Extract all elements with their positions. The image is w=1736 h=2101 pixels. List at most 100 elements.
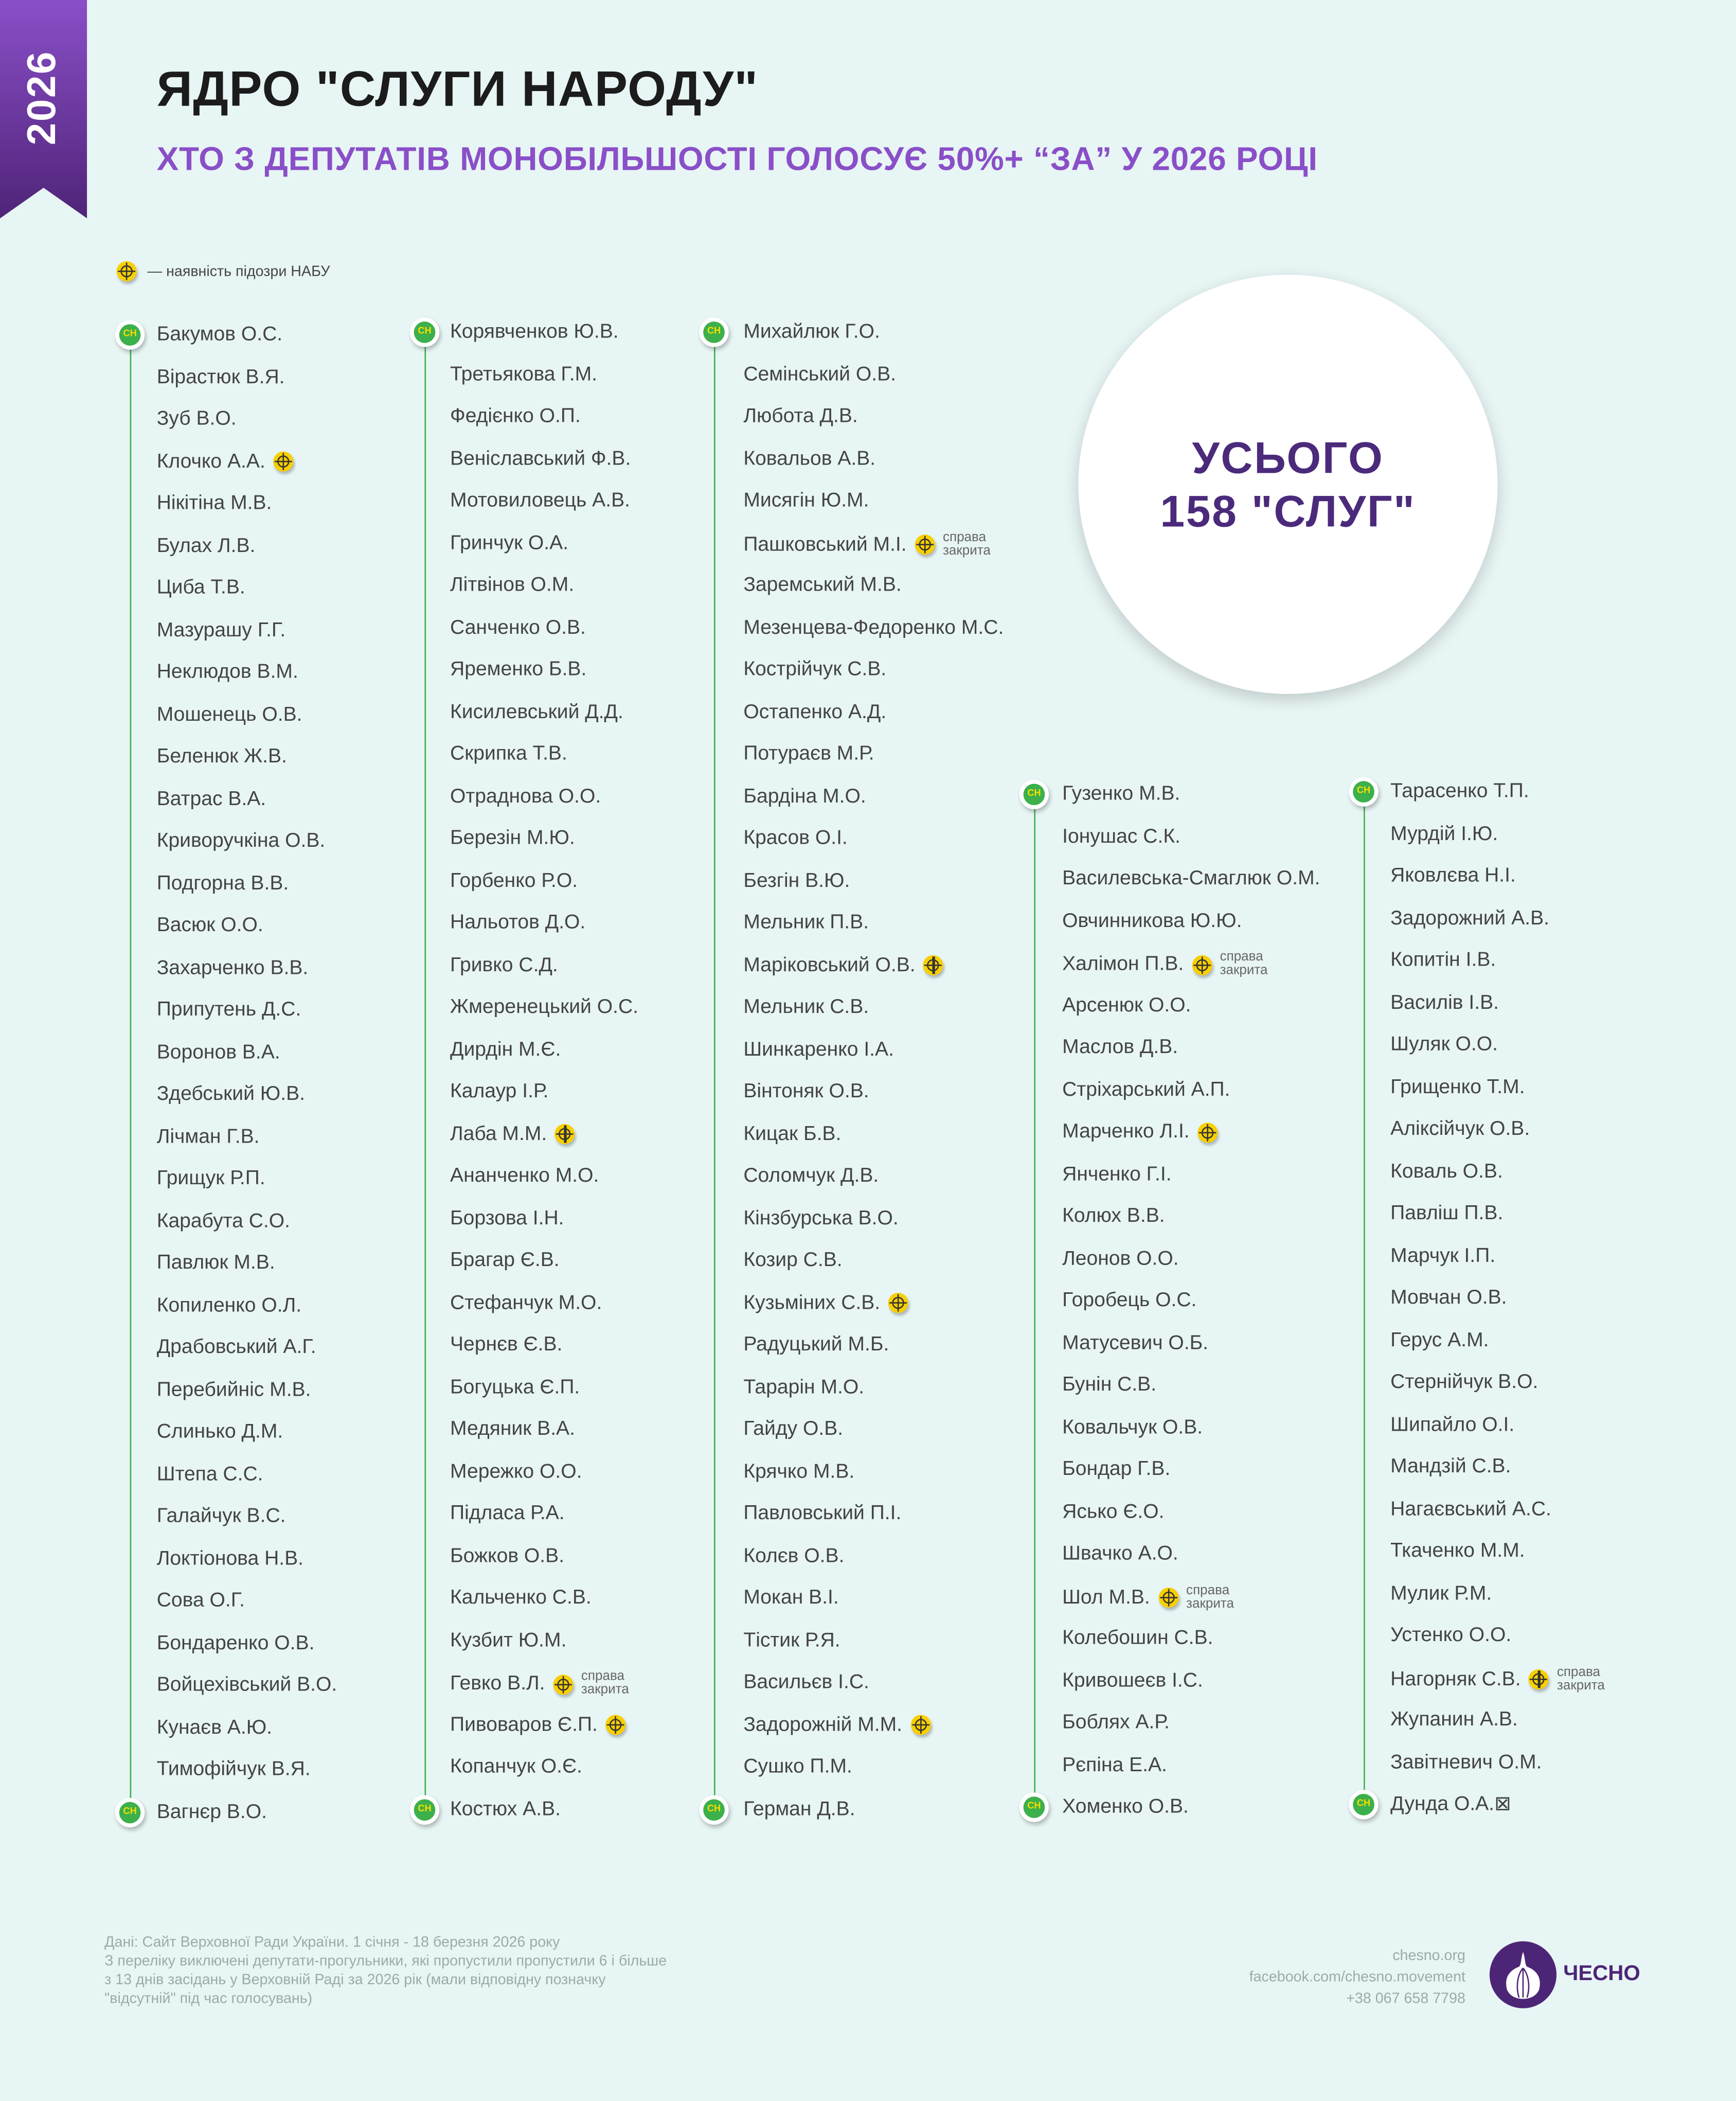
list-item: Кінзбурська В.О. (743, 1206, 898, 1231)
deputy-name: Устенко О.О. (1390, 1624, 1512, 1647)
case-closed-note: справа закрита (581, 1670, 629, 1697)
deputy-name: Кальченко С.В. (450, 1586, 592, 1609)
marker-label: СН (119, 1801, 141, 1823)
deputy-name: Аліксійчук О.В. (1390, 1117, 1530, 1141)
deputy-name: Павліш П.В. (1390, 1201, 1504, 1225)
website-link[interactable]: chesno.org (1392, 1948, 1465, 1964)
nabu-target-icon (1191, 954, 1212, 975)
deputy-name: Божков О.В. (450, 1544, 565, 1567)
deputy-name: Шипайло О.І. (1390, 1413, 1515, 1436)
list-item: Здебський Ю.В. (157, 1082, 305, 1107)
nabu-target-icon (605, 1715, 626, 1735)
deputy-name: Ватрас В.А. (156, 787, 266, 810)
list-item: Кунаєв А.Ю. (157, 1716, 272, 1740)
sn-marker-icon: СН (409, 317, 440, 347)
list-item: Неклюдов В.М. (157, 661, 298, 685)
deputy-name: Арсенюк О.О. (1062, 993, 1191, 1017)
deputy-name: Халімон П.В. (1062, 952, 1184, 975)
deputy-name: Потураєв М.Р. (743, 742, 874, 765)
nabu-target-icon (910, 1715, 930, 1735)
deputy-name: Веніславський Ф.В. (450, 447, 631, 470)
list-item: Божков О.В. (450, 1544, 564, 1568)
list-item: Аліксійчук О.В. (1390, 1117, 1530, 1142)
deputy-name: Драбовський А.Г. (156, 1336, 316, 1359)
deputy-name: Кінзбурська В.О. (743, 1206, 899, 1230)
list-item: Шуляк О.О. (1390, 1033, 1498, 1057)
deputy-name: Мандзій С.В. (1390, 1455, 1511, 1478)
list-item: Іонушас С.К. (1062, 825, 1180, 849)
deputy-name: Чернєв Є.В. (450, 1333, 563, 1356)
deputy-name: Третьякова Г.М. (450, 362, 598, 385)
list-item: Войцехівський В.О. (157, 1673, 337, 1698)
list-item: Підласа Р.А. (450, 1502, 565, 1526)
list-item: Мошенець О.В. (157, 703, 302, 727)
phone-number: +38 067 658 7798 (1346, 1990, 1465, 2007)
deputy-name: Василів І.В. (1390, 990, 1499, 1014)
list-item: Горобець О.С. (1062, 1289, 1196, 1313)
deputy-name: Зуб В.О. (156, 407, 237, 430)
list-item: Мотовиловець А.В. (450, 489, 630, 513)
deputy-name: Булах Л.В. (156, 533, 256, 557)
list-item: Подгорна В.В. (157, 871, 289, 896)
deputy-name: Колєв О.В. (743, 1544, 845, 1567)
marker-label: СН (1023, 1796, 1045, 1818)
deputy-name: Нальотов Д.О. (450, 911, 586, 934)
total-badge: УСЬОГО 158 "СЛУГ" (1078, 274, 1498, 694)
list-item: Бакумов О.С. (157, 323, 282, 347)
facebook-link[interactable]: facebook.com/chesno.movement (1249, 1969, 1465, 1986)
list-item: Кицак Б.В. (743, 1122, 841, 1146)
list-item: Василевська-Смаглюк О.М. (1062, 867, 1320, 891)
deputy-name: Войцехівський В.О. (156, 1673, 337, 1696)
marker-label: СН (119, 324, 141, 346)
list-item: Костюх А.В. (450, 1797, 561, 1822)
deputy-name: Карабута С.О. (156, 1209, 291, 1232)
deputy-name: Швачко А.О. (1062, 1542, 1178, 1565)
list-item: Павліш П.В. (1390, 1202, 1503, 1226)
deputy-name: Корявченков Ю.В. (450, 320, 619, 343)
list-item: Нагорняк С.В. справа закрита (1390, 1665, 1605, 1693)
list-item: Задорожний А.В. (1390, 906, 1549, 931)
list-item: Зуб В.О. (157, 407, 237, 432)
deputy-name: Кицак Б.В. (743, 1122, 842, 1145)
list-item: Нальотов Д.О. (450, 911, 585, 935)
list-item: Захарченко В.В. (157, 956, 309, 980)
column-line (424, 332, 426, 1809)
nabu-target-icon (888, 1293, 908, 1313)
deputy-name: Циба Т.В. (156, 576, 245, 599)
deputy-name: Васюк О.О. (156, 914, 263, 937)
list-item: Мельник П.В. (743, 911, 869, 935)
deputy-name: Слинько Д.М. (156, 1420, 283, 1443)
deputy-name: Тарасенко Т.П. (1390, 779, 1529, 803)
case-closed-line1: справа (1186, 1582, 1230, 1598)
deputy-name: Штепа С.С. (156, 1462, 263, 1485)
deputy-name: Любота Д.В. (743, 404, 858, 428)
deputy-name: Санченко О.В. (450, 615, 586, 638)
deputy-name: Кузьміних С.В. (743, 1291, 881, 1314)
list-item: Швачко А.О. (1062, 1542, 1178, 1566)
list-item: Санченко О.В. (450, 616, 586, 640)
marker-label: СН (414, 322, 436, 343)
deputy-name: Подгорна В.В. (156, 871, 289, 895)
list-item: Красов О.І. (743, 827, 847, 851)
deputy-name: Михайлюк Г.О. (743, 320, 880, 343)
nabu-target-icon (1197, 1122, 1218, 1143)
deputy-name: Іонушас С.К. (1062, 824, 1180, 848)
list-item: Вагнєр В.О. (157, 1800, 267, 1824)
list-item: Маріковський О.В. (743, 953, 944, 977)
deputy-name: Гривко С.Д. (450, 953, 558, 976)
deputy-name: Гайду О.В. (743, 1417, 844, 1440)
case-closed-note: справа закрита (1220, 951, 1268, 978)
list-item: Кальченко С.В. (450, 1586, 592, 1610)
deputy-name: Бунін С.В. (1062, 1373, 1157, 1396)
list-item: Циба Т.В. (157, 576, 245, 600)
list-item: Медяник В.А. (450, 1417, 575, 1441)
deputy-name: Павлюк М.В. (156, 1251, 275, 1274)
deputy-name: Борзова І.Н. (450, 1206, 564, 1230)
list-item: Гринчук О.А. (450, 531, 568, 556)
list-item: Нікітіна М.В. (157, 492, 272, 516)
deputy-name: Мокан В.І. (743, 1586, 839, 1609)
list-item: Ананченко М.О. (450, 1164, 599, 1188)
case-closed-line2: закрита (1556, 1678, 1605, 1693)
list-item: Шол М.В. справа закрита (1062, 1582, 1234, 1611)
deputy-name: Копитін І.В. (1390, 948, 1496, 972)
